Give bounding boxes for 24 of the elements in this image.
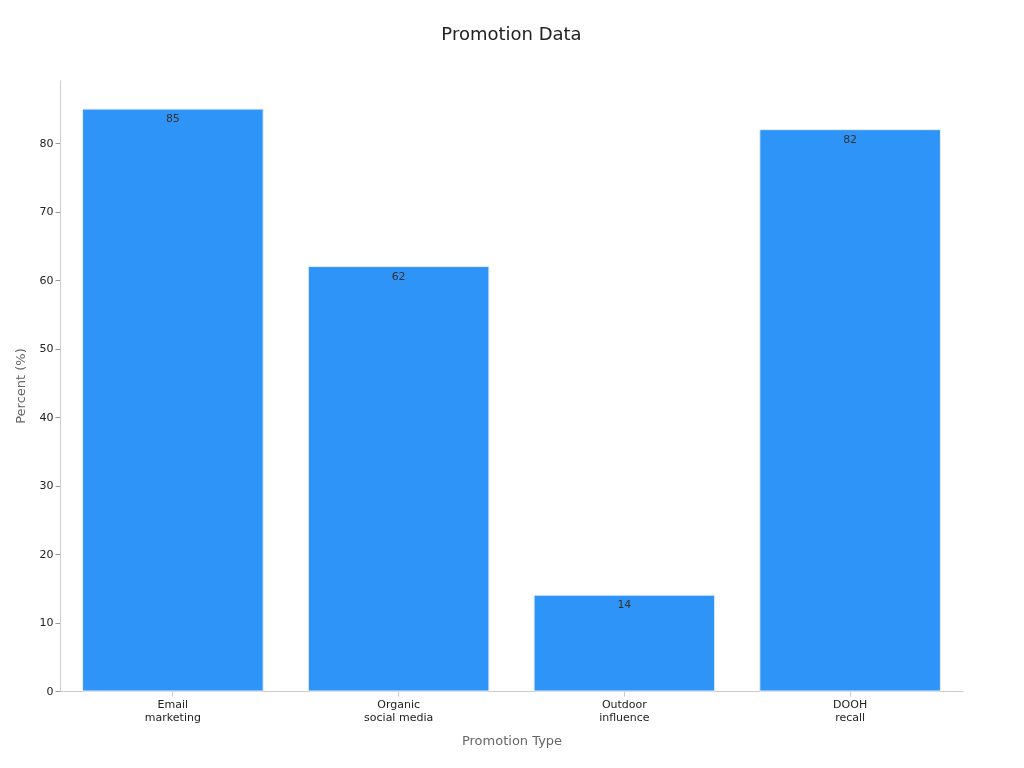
bar [307,266,490,692]
y-tick-label: 40 [39,410,54,424]
data-label: 82 [843,132,858,146]
data-label: 85 [165,112,180,126]
y-tick-label: 0 [46,684,54,698]
data-label: 62 [391,269,406,283]
bar [82,108,264,692]
bar [533,594,716,692]
y-tick-label: 70 [39,205,54,219]
x-tick-label: Email marketing [144,697,201,724]
bar [759,129,941,692]
y-axis-title: Percent (%) [12,348,28,424]
data-label: 14 [617,598,632,612]
y-tick-label: 30 [39,479,54,493]
y-tick-label: 50 [39,342,54,356]
chart-title: Promotion Data [441,23,582,44]
x-axis-title: Promotion Type [461,732,563,748]
y-tick-label: 60 [39,273,54,287]
x-tick-label: Outdoor influence [599,697,650,724]
y-tick-label: 80 [39,136,54,150]
y-tick-label: 10 [39,616,54,630]
y-tick-label: 20 [39,547,54,561]
x-tick-label: Organic social media [364,697,434,724]
x-tick-label: DOOH recall [833,697,868,724]
